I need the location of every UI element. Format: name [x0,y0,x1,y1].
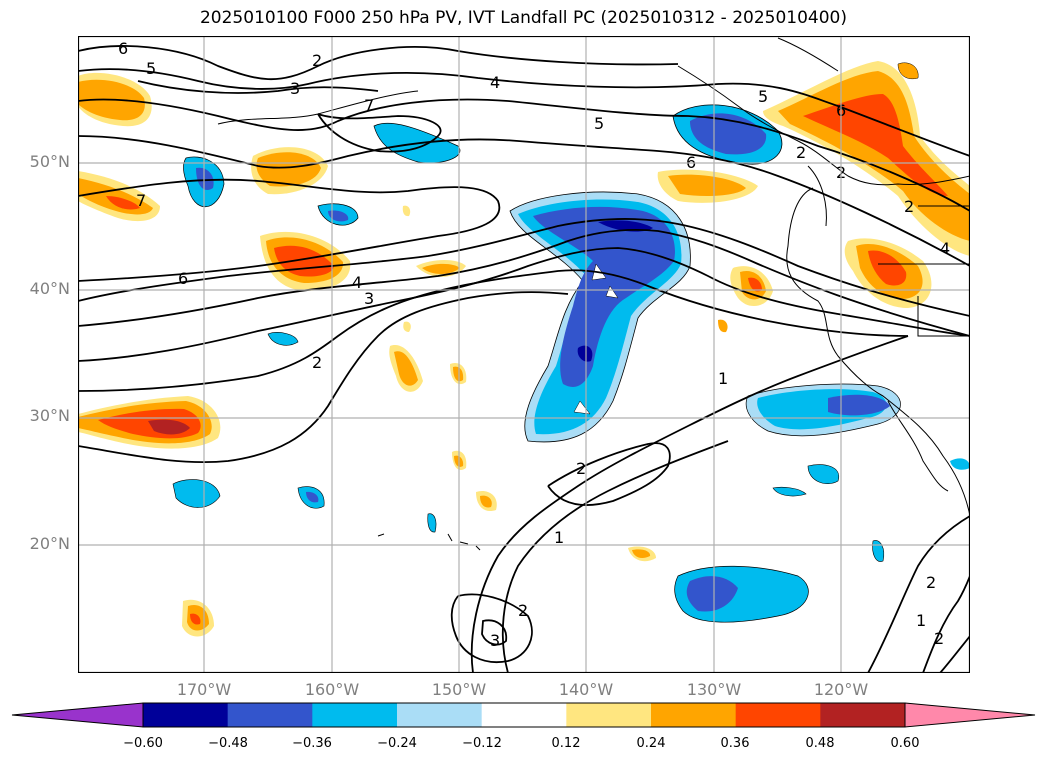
colorbar-tick: −0.36 [292,736,332,751]
colorbar-tick: 0.24 [636,736,666,751]
colorbar-extend-low [12,703,143,727]
coastlines [217,37,970,551]
colorbar-cell [566,703,652,727]
contour-label: 2 [576,459,586,478]
contour-label: 5 [758,87,768,106]
colorbar-tick: 0.60 [890,736,920,751]
lon-label-160w: 160°W [304,680,360,699]
contour-label: 4 [352,273,362,292]
contour-label: 3 [490,631,500,650]
negative-shading [172,104,970,623]
colorbar-tick: −0.60 [123,736,163,751]
colorbar-tick: 0.48 [805,736,835,751]
colorbar-extend-high [905,703,1035,727]
lon-label-150w: 150°W [431,680,487,699]
colorbar-tick: −0.24 [377,736,417,751]
colorbar-cell [312,703,398,727]
contour-label: 6 [178,269,188,288]
colorbar-cell [143,703,229,727]
contour-label: 2 [312,353,322,372]
contour-label: 5 [146,59,156,78]
colorbar-cell [735,703,821,727]
lon-label-130w: 130°W [686,680,742,699]
lon-label-170w: 170°W [176,680,232,699]
contour-label: 2 [796,143,806,162]
contour-label: 3 [290,79,300,98]
colorbar-cell [227,703,313,727]
colorbar-tick: −0.48 [208,736,248,751]
lat-label-30n: 30°N [29,406,70,425]
contour-label: 7 [364,96,374,115]
contour-label: 2 [518,601,528,620]
contour-label: 1 [916,611,926,630]
contour-label: 5 [594,114,604,133]
colorbar-cell [651,703,737,727]
lat-label-50n: 50°N [29,152,70,171]
colorbar-tick: 0.36 [720,736,750,751]
contour-label: 4 [940,239,950,258]
lon-label-120w: 120°W [813,680,869,699]
contour-label: 7 [136,191,146,210]
colorbar [0,700,1047,734]
contour-label: 2 [312,51,322,70]
contour-label: 4 [490,73,500,92]
colorbar-tick: −0.12 [462,736,502,751]
colorbar-cell [481,703,567,727]
lat-label-20n: 20°N [29,534,70,553]
lat-label-40n: 40°N [29,279,70,298]
contour-label: 1 [718,369,728,388]
colorbar-cell [397,703,483,727]
map-title: 2025010100 F000 250 hPa PV, IVT Landfall… [199,8,847,28]
colorbar-cell [820,703,906,727]
contour-label: 2 [926,573,936,592]
contour-label: 2 [904,197,914,216]
graticule [78,36,970,673]
map-panel: 6 5 2 3 4 7 5 6 2 7 6 4 3 2 1 2 1 2 3 5 … [78,36,970,673]
contour-label: 3 [364,289,374,308]
contour-label: 2 [934,629,944,648]
contour-label: 1 [554,528,564,547]
colorbar-tick: 0.12 [551,736,581,751]
lon-label-140w: 140°W [558,680,614,699]
contour-label: 6 [118,39,128,58]
contour-lines [78,45,970,673]
